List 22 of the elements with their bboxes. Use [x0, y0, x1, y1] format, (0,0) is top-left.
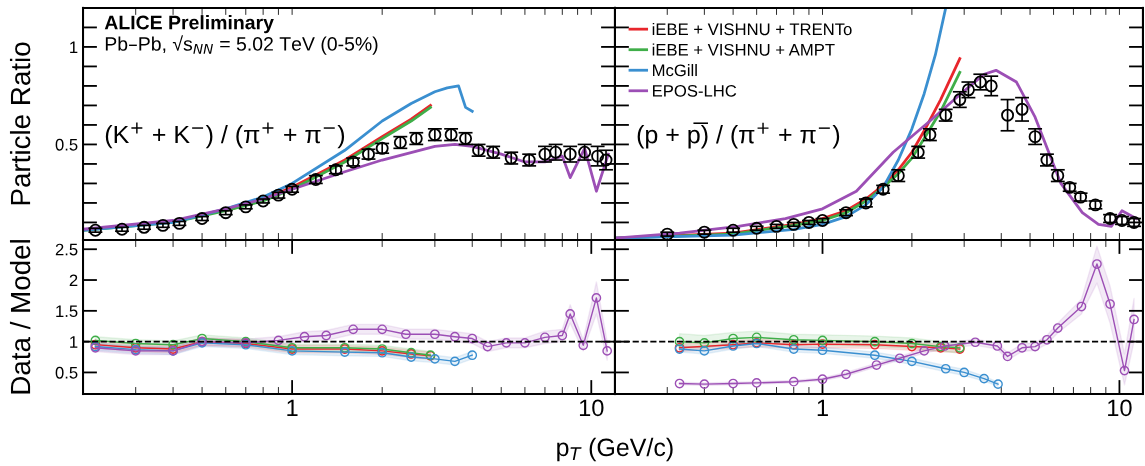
x-tick-label: 1 — [287, 399, 298, 416]
y-tick-label: 0.5 — [55, 138, 78, 151]
legend-label: iEBE + VISHNU + AMPT — [652, 43, 835, 56]
text: (K$^{+}$ + K$^{−}$) / (π$^{+}$ + π$^{−}$) — [105, 122, 345, 149]
legend-label: iEBE + VISHNU + TRENTo — [652, 22, 852, 36]
y-tick-label: 2 — [69, 274, 78, 287]
y-axis-title: Particle Ratio — [9, 42, 31, 205]
y-tick-label: 1 — [70, 336, 78, 348]
y-tick-label: 1 — [70, 41, 78, 53]
legend-label: McGill — [653, 63, 697, 77]
y-tick-label: 1.5 — [56, 305, 78, 318]
annotation: Pb–Pb, √s$_{NN}$ = 5.02 TeV (0-5%) — [105, 35, 378, 55]
x-tick-label: 10 — [579, 399, 604, 417]
legend-label: EPOS-LHC — [653, 84, 737, 97]
x-tick-label: 10 — [1108, 399, 1132, 417]
annotation: (p + p̅) / (π$^{+}$ + π$^{−}$) — [637, 122, 840, 149]
y-tick-label: 2.5 — [55, 243, 78, 256]
annotation: ALICE Preliminary — [104, 15, 274, 34]
y-axis-title: Data / Model — [9, 240, 31, 394]
y-tick-label: 0.5 — [55, 366, 78, 379]
x-axis-title: p$_{T}$ (GeV/c) — [557, 437, 673, 462]
x-tick-label: 1 — [817, 399, 828, 416]
